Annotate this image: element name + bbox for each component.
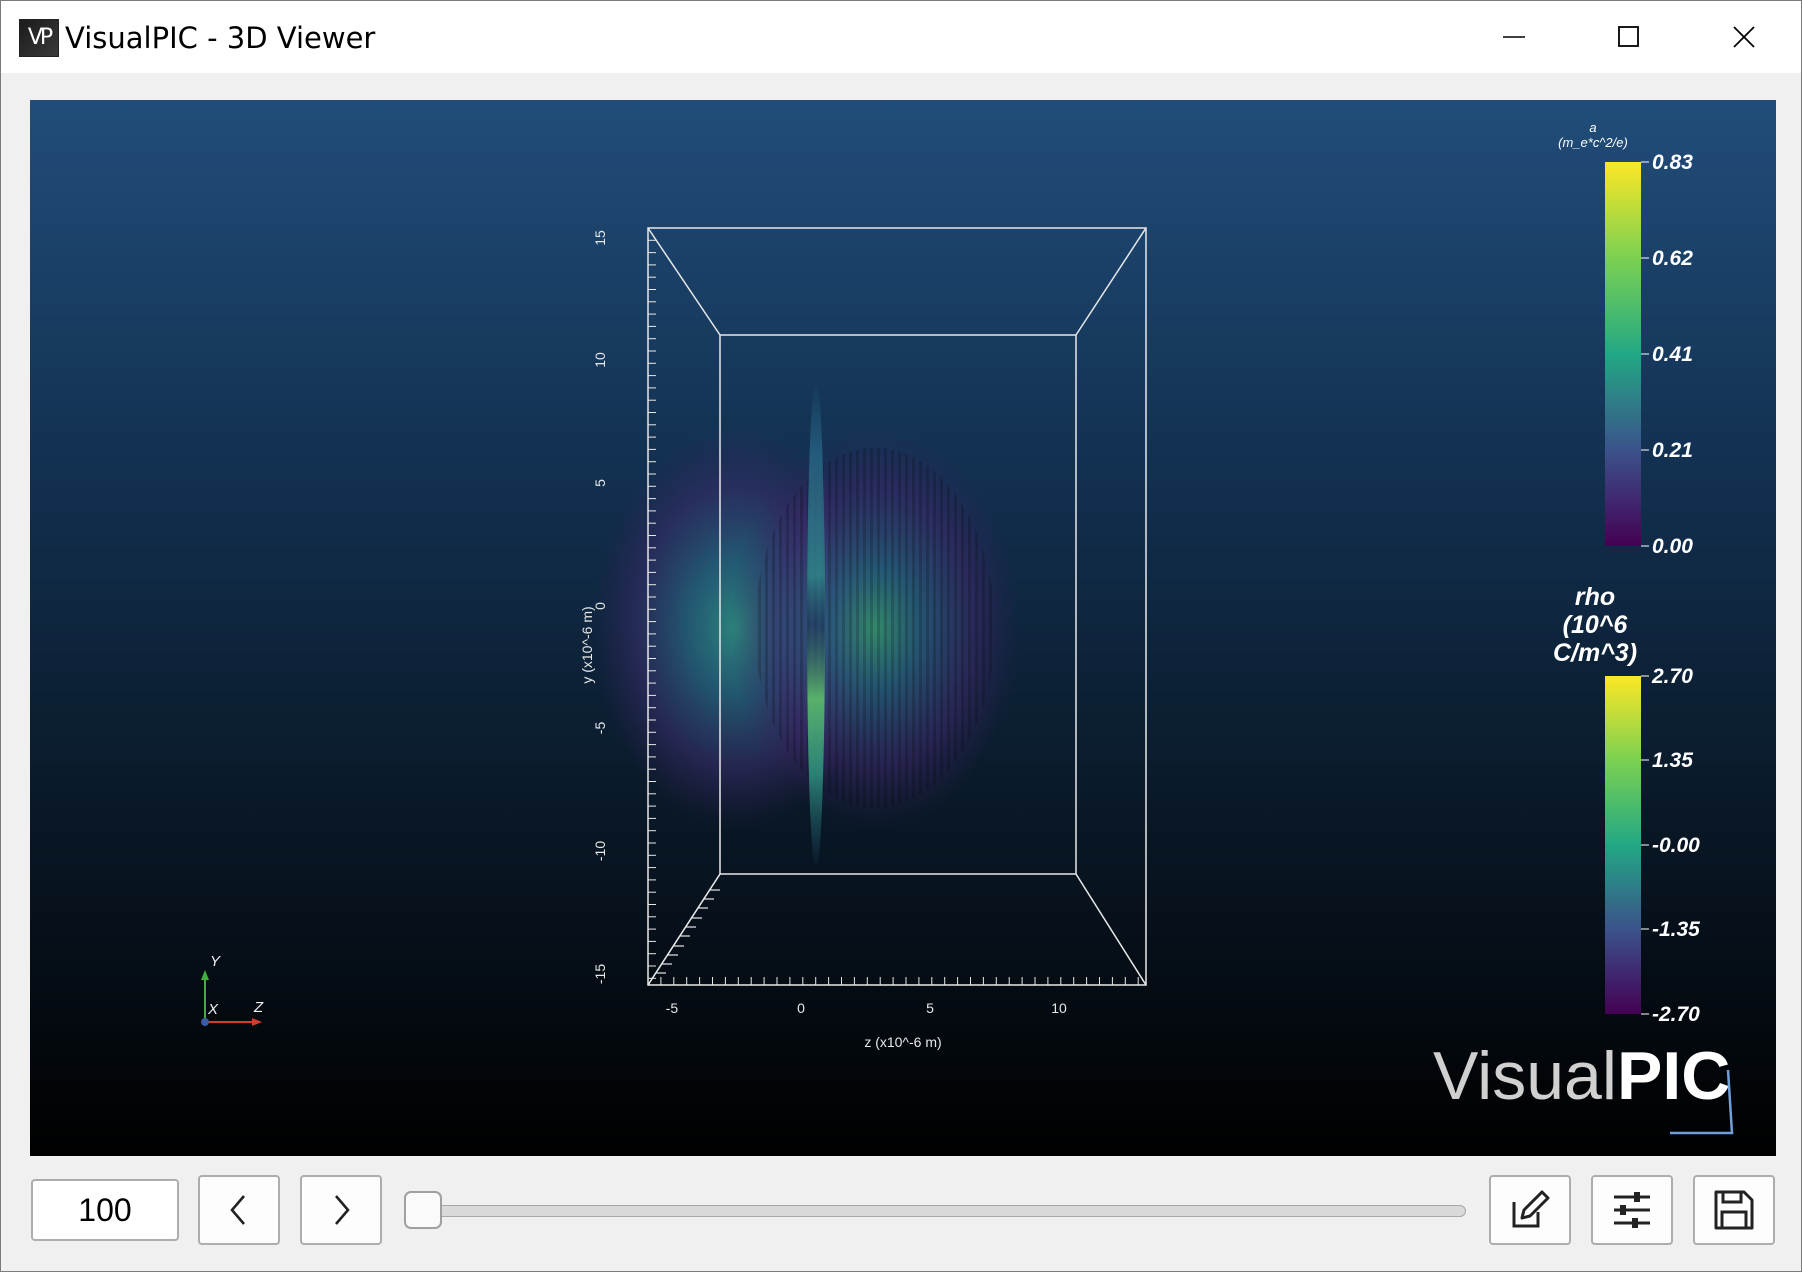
colorbar-a-tick: 0.41 [1652, 343, 1693, 366]
colorbar-rho-title: rho [1575, 583, 1615, 611]
axis-x-label: X [207, 1001, 219, 1018]
edit-icon [1512, 1190, 1550, 1228]
timeline-slider-handle[interactable] [404, 1191, 442, 1229]
maximize-icon [1617, 26, 1639, 47]
save-button[interactable] [1693, 1175, 1775, 1245]
title-bar[interactable]: VP VisualPIC - 3D Viewer [1, 1, 1801, 73]
y-axis-labels: 15 10 5 0 -5 -10 -15 y (x10^-6 m) [579, 230, 608, 984]
y-tick-label: -10 [592, 841, 608, 861]
playback-toolbar: 100 [1, 1161, 1801, 1273]
z-tick-label: 10 [1051, 1000, 1067, 1016]
colorbar-a-tick: 0.00 [1652, 535, 1693, 558]
watermark-visual: Visual [1433, 1038, 1617, 1114]
app-logo-icon: VP [19, 19, 59, 57]
watermark-pic: PIC [1617, 1038, 1730, 1114]
colorbar-a-units: (m_e*c^2/e) [1558, 135, 1628, 150]
colorbar-a-tick: 0.62 [1652, 247, 1693, 270]
colorbar-a-gradient [1605, 162, 1641, 546]
render-viewport[interactable]: 15 10 5 0 -5 -10 -15 y (x10^-6 m) -5 0 5… [30, 100, 1776, 1156]
colorbar-rho-units-2: C/m^3) [1553, 639, 1637, 667]
maximize-button[interactable] [1571, 1, 1686, 73]
colorbar-rho-tick: -2.70 [1652, 1003, 1700, 1026]
next-frame-button[interactable] [300, 1175, 382, 1245]
chevron-right-icon [335, 1195, 350, 1225]
app-logo-text: VP [27, 25, 53, 50]
window-title: VisualPIC - 3D Viewer [65, 21, 376, 55]
minimize-icon [1502, 36, 1525, 38]
minimize-button[interactable] [1456, 1, 1571, 73]
colorbar-rho-tick: 1.35 [1652, 749, 1693, 772]
axis-y-label: Y [210, 953, 221, 970]
frame-number-field[interactable]: 100 [31, 1179, 179, 1241]
close-button[interactable] [1686, 1, 1801, 73]
z-axis-minor-ticks [647, 977, 1139, 985]
y-tick-label: 10 [592, 352, 608, 368]
x-axis-ticks [647, 873, 721, 986]
scene-svg: 15 10 5 0 -5 -10 -15 y (x10^-6 m) -5 0 5… [201, 120, 1734, 1135]
y-tick-label: -15 [592, 964, 608, 984]
y-axis-title: y (x10^-6 m) [579, 606, 595, 683]
previous-frame-button[interactable] [198, 1175, 280, 1245]
colorbar-rho-gradient [1605, 676, 1641, 1014]
z-tick-label: 5 [926, 1000, 934, 1016]
orientation-axes-widget: Y X Z [201, 953, 264, 1026]
colorbar-a: a (m_e*c^2/e) 0.83 0.62 0.41 0.21 0.00 [1558, 120, 1693, 558]
y-tick-label: -5 [592, 722, 608, 735]
timeline-slider-track[interactable] [406, 1205, 1466, 1217]
colorbar-rho: rho (10^6 C/m^3) 2.70 1.35 -0.00 -1.35 -… [1553, 583, 1700, 1026]
z-tick-label: 0 [797, 1000, 805, 1016]
colorbar-a-tick: 0.21 [1652, 439, 1693, 462]
colorbar-rho-units-1: (10^6 [1563, 611, 1629, 639]
y-tick-label: 5 [592, 479, 608, 487]
colorbar-rho-tick: 2.70 [1651, 665, 1693, 688]
colorbar-rho-tick: -1.35 [1652, 918, 1700, 941]
y-tick-label: 15 [592, 230, 608, 246]
sliders-icon [1614, 1192, 1650, 1228]
save-icon [1714, 1190, 1754, 1230]
plasma-volume [593, 380, 1020, 870]
visualpic-watermark: Visual PIC [1433, 1038, 1734, 1135]
colorbar-rho-tick: -0.00 [1652, 834, 1700, 857]
y-tick-label: 0 [592, 602, 608, 610]
z-tick-label: -5 [666, 1000, 679, 1016]
settings-button[interactable] [1591, 1175, 1673, 1245]
z-axis-labels: -5 0 5 10 z (x10^-6 m) [666, 1000, 1067, 1050]
colorbar-a-tick: 0.83 [1652, 151, 1693, 174]
close-icon [1732, 26, 1755, 48]
axis-z-label: Z [253, 999, 264, 1016]
z-axis-title: z (x10^-6 m) [864, 1034, 941, 1050]
chevron-left-icon [230, 1195, 245, 1225]
edit-button[interactable] [1489, 1175, 1571, 1245]
colorbar-a-title: a [1589, 120, 1596, 135]
